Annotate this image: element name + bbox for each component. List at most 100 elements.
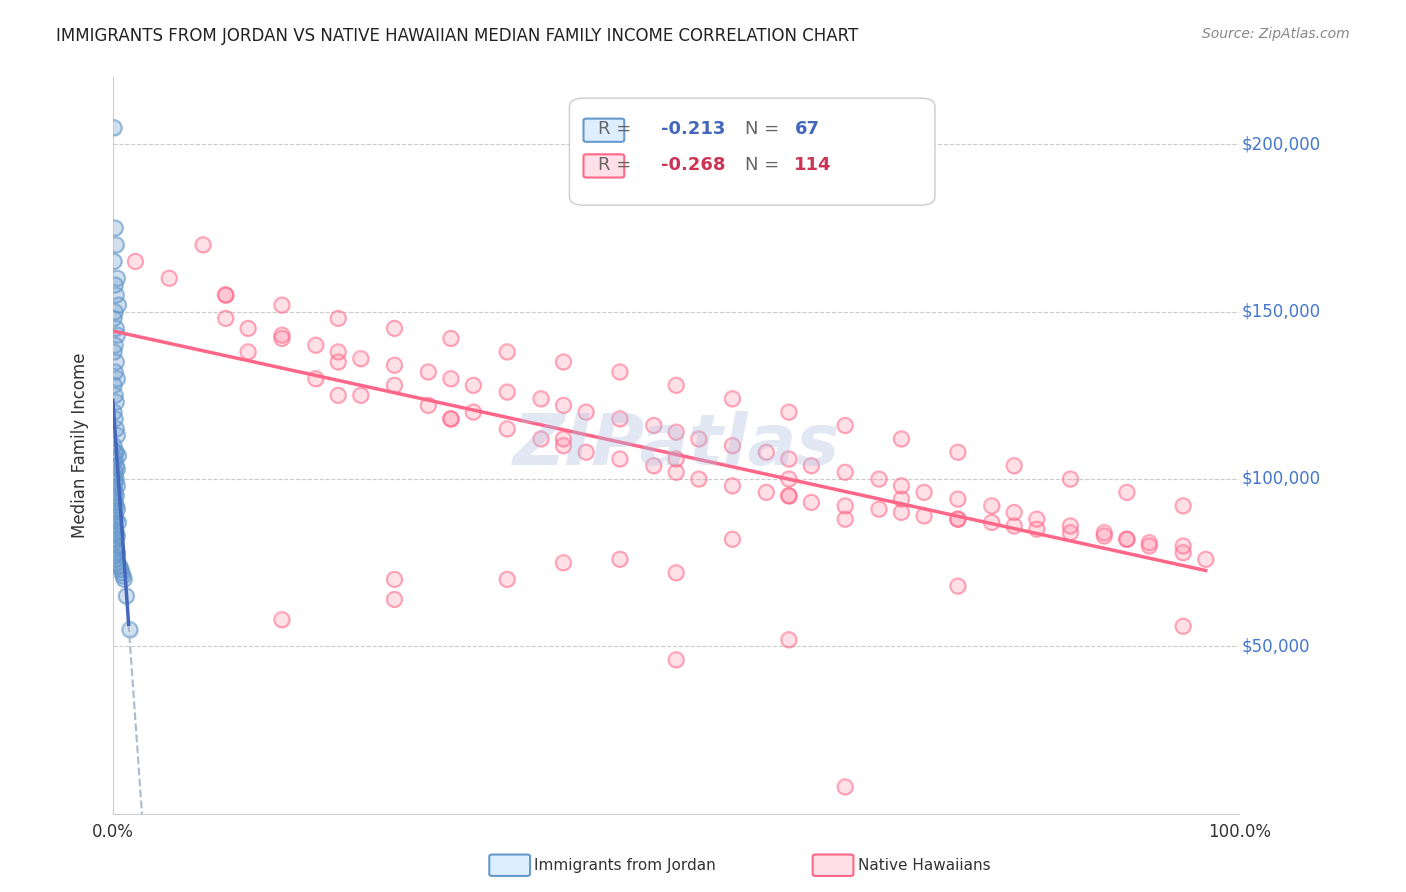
Point xyxy=(778,472,800,486)
Point xyxy=(912,508,935,523)
Point xyxy=(270,613,292,627)
Point xyxy=(1137,539,1160,553)
Point xyxy=(721,438,744,452)
Point xyxy=(157,271,180,285)
Text: -0.268: -0.268 xyxy=(661,156,725,174)
Point xyxy=(270,331,292,345)
Point xyxy=(107,516,129,530)
Point xyxy=(104,495,127,509)
Point xyxy=(496,344,519,359)
Point xyxy=(103,378,125,392)
Point xyxy=(384,378,406,392)
Point xyxy=(105,371,128,385)
Point xyxy=(1059,525,1081,540)
Point xyxy=(105,512,128,526)
Point xyxy=(105,556,128,570)
Point xyxy=(912,485,935,500)
Point xyxy=(1025,522,1047,536)
Point xyxy=(912,508,935,523)
Point xyxy=(105,445,128,459)
Point xyxy=(890,432,912,446)
Point xyxy=(665,451,688,466)
Point xyxy=(721,478,744,492)
Point xyxy=(834,499,856,513)
Point xyxy=(328,388,350,402)
Point xyxy=(214,288,236,302)
Point xyxy=(304,338,326,352)
Point xyxy=(418,365,440,379)
Point xyxy=(103,120,125,135)
Point xyxy=(270,331,292,345)
Point xyxy=(688,432,710,446)
Point xyxy=(665,653,688,667)
Point xyxy=(103,405,125,419)
Point xyxy=(553,556,575,570)
Point xyxy=(105,512,128,526)
Point xyxy=(105,458,128,473)
Point xyxy=(575,405,598,419)
Point xyxy=(890,478,912,492)
Point xyxy=(755,445,778,459)
Point xyxy=(643,458,665,473)
Point xyxy=(1059,472,1081,486)
Point xyxy=(530,432,553,446)
Point xyxy=(778,405,800,419)
Point xyxy=(103,344,125,359)
Point xyxy=(105,462,128,476)
Point xyxy=(688,472,710,486)
Point xyxy=(890,491,912,506)
Point xyxy=(214,288,236,302)
Point xyxy=(1115,485,1137,500)
Point xyxy=(440,331,463,345)
Point xyxy=(104,277,127,292)
Point xyxy=(553,398,575,412)
Point xyxy=(496,573,519,587)
Point xyxy=(496,422,519,436)
Point xyxy=(440,411,463,425)
Point xyxy=(665,451,688,466)
Point xyxy=(103,522,125,536)
Point xyxy=(350,388,373,402)
Point xyxy=(103,311,125,326)
Text: 67: 67 xyxy=(794,120,820,138)
Point xyxy=(890,491,912,506)
Point xyxy=(643,418,665,433)
Point xyxy=(350,388,373,402)
Point xyxy=(110,562,132,576)
Point xyxy=(104,338,127,352)
Point xyxy=(104,221,127,235)
Point xyxy=(104,445,127,459)
Point xyxy=(104,552,127,566)
Point xyxy=(665,465,688,479)
Point xyxy=(496,384,519,399)
Point xyxy=(440,411,463,425)
Point xyxy=(530,432,553,446)
Point xyxy=(105,458,128,473)
Text: -0.213: -0.213 xyxy=(661,120,725,138)
Point xyxy=(890,478,912,492)
Point xyxy=(105,478,128,492)
Point xyxy=(440,411,463,425)
Point xyxy=(105,525,128,540)
Point xyxy=(104,411,127,425)
Point xyxy=(609,365,631,379)
Point xyxy=(103,535,125,549)
Point xyxy=(800,495,823,509)
Text: IMMIGRANTS FROM JORDAN VS NATIVE HAWAIIAN MEDIAN FAMILY INCOME CORRELATION CHART: IMMIGRANTS FROM JORDAN VS NATIVE HAWAIIA… xyxy=(56,27,859,45)
Point xyxy=(1171,546,1194,560)
Point xyxy=(496,344,519,359)
Text: 114: 114 xyxy=(794,156,832,174)
Point xyxy=(104,518,127,533)
Point xyxy=(105,472,128,486)
Point xyxy=(946,579,969,593)
Point xyxy=(1115,532,1137,546)
Point xyxy=(946,445,969,459)
Point xyxy=(103,522,125,536)
Point xyxy=(105,237,128,252)
Point xyxy=(755,485,778,500)
Point xyxy=(553,438,575,452)
Point xyxy=(103,438,125,452)
Text: Immigrants from Jordan: Immigrants from Jordan xyxy=(534,858,716,872)
Point xyxy=(609,451,631,466)
Point xyxy=(575,445,598,459)
